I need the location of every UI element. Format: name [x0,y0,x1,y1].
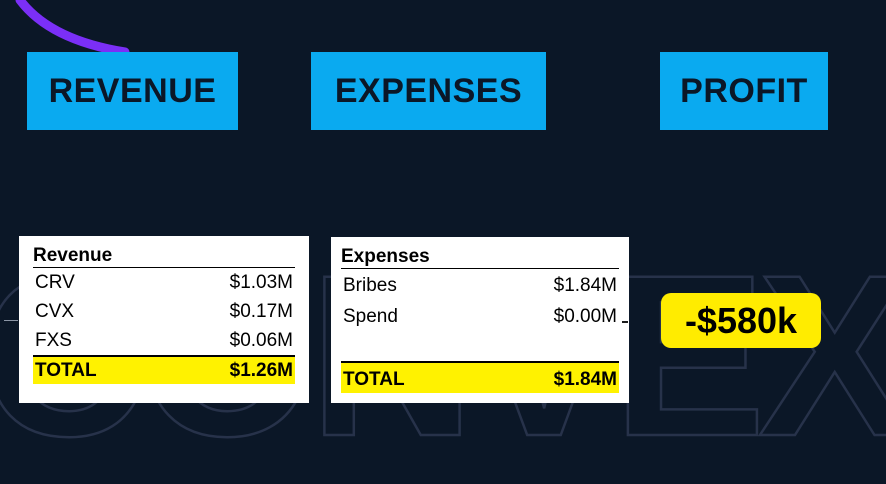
table-row: CRV $1.03M [33,268,295,297]
table-row: Bribes $1.84M [341,269,619,300]
total-row: TOTAL $1.26M [33,355,295,384]
row-value: $0.17M [229,301,293,322]
total-label: TOTAL [343,369,405,390]
revenue-header-label: REVENUE [48,71,217,110]
row-label: FXS [35,330,72,351]
table-row: Spend $0.00M [341,300,619,331]
row-label: Bribes [343,275,397,296]
row-label: CRV [35,272,75,293]
row-value: $1.84M [553,275,617,296]
revenue-header: REVENUE [27,52,238,130]
profit-value: -$580k [684,299,798,341]
table-row: FXS $0.06M [33,326,295,355]
profit-badge: -$580k [661,293,821,348]
revenue-table-title: Revenue [33,244,295,268]
total-value: $1.84M [553,369,617,390]
total-label: TOTAL [35,360,97,381]
expenses-header-label: EXPENSES [334,71,523,110]
divider-tick [4,320,18,321]
empty-row [341,331,619,361]
row-value: $0.00M [553,306,617,327]
row-label: Spend [343,306,398,327]
expenses-table: Expenses Bribes $1.84M Spend $0.00M TOTA… [331,237,629,403]
divider-tick [622,321,628,323]
row-label: CVX [35,301,75,322]
revenue-table: Revenue CRV $1.03M CVX $0.17M FXS $0.06M… [19,236,309,403]
profit-header-label: PROFIT [680,71,808,110]
table-row: CVX $0.17M [33,297,295,326]
total-value: $1.26M [229,360,293,381]
total-row: TOTAL $1.84M [341,361,619,393]
row-value: $0.06M [229,330,293,351]
expenses-table-title: Expenses [341,245,619,269]
row-value: $1.03M [229,272,293,293]
expenses-header: EXPENSES [311,52,546,130]
decorative-arc [15,0,130,57]
profit-header: PROFIT [660,52,828,130]
